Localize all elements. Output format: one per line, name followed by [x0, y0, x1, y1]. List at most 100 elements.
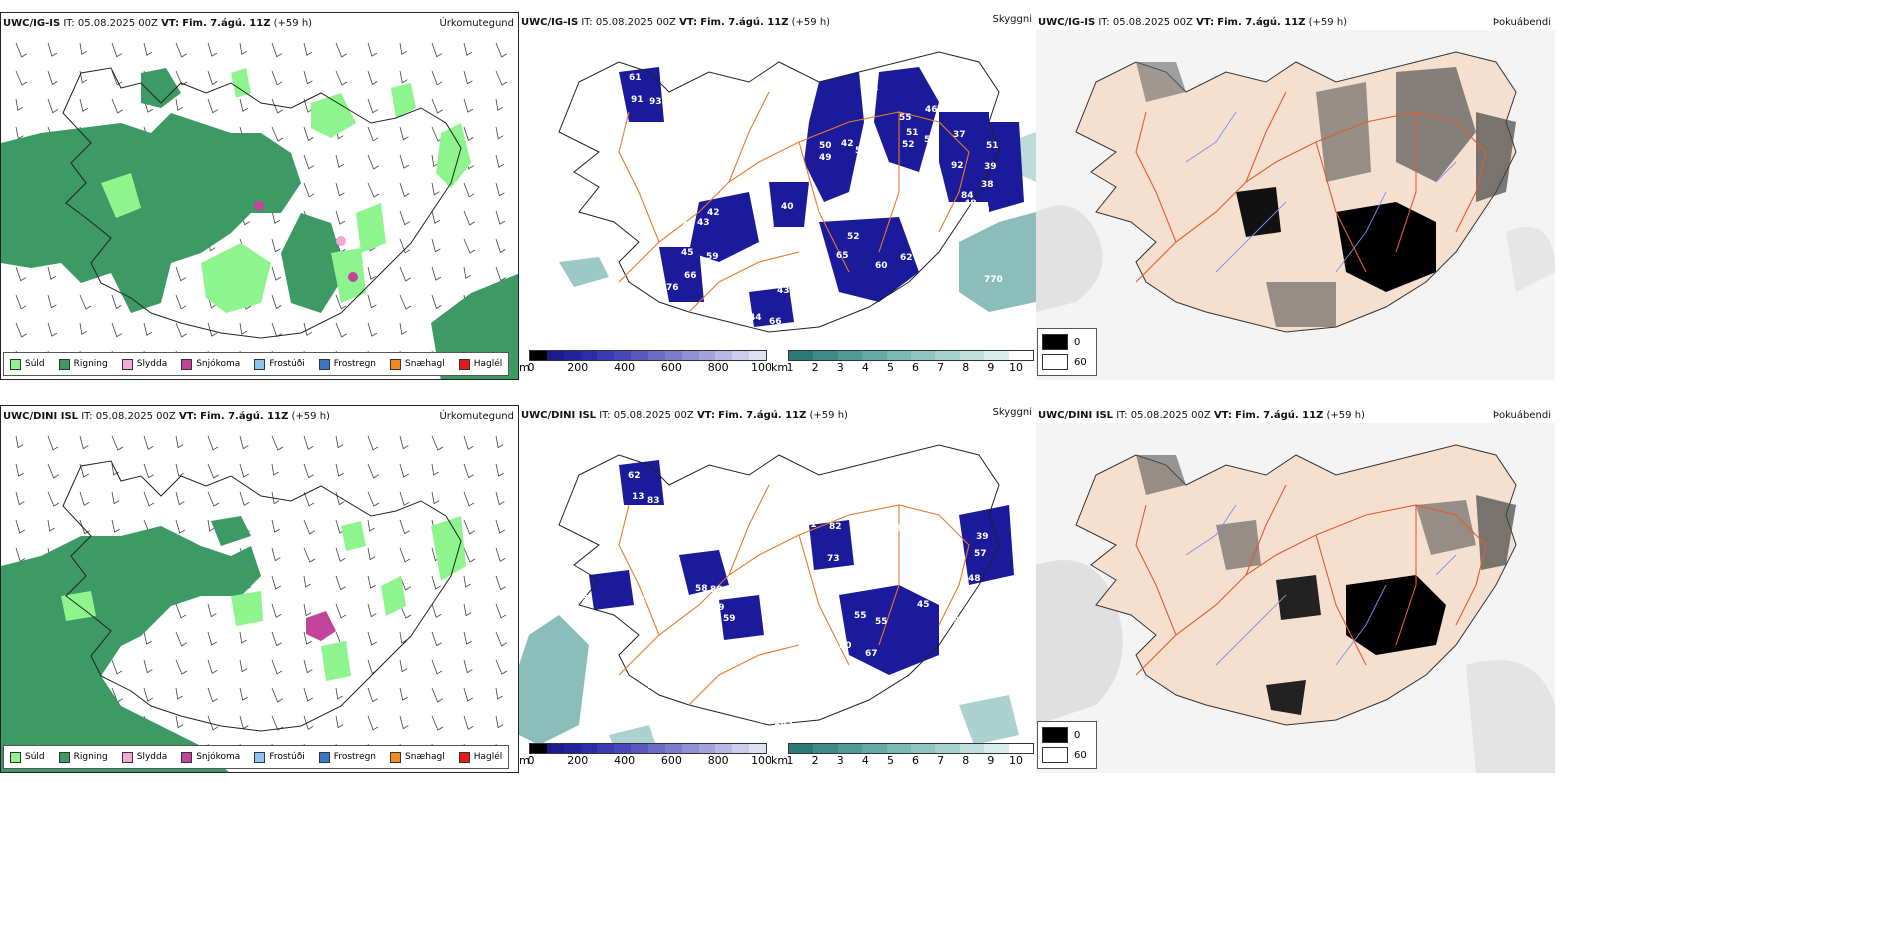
wind-barb [495, 70, 508, 86]
wind-barb [303, 322, 313, 336]
wind-barb [47, 294, 57, 309]
colorbar-tick-label: 200 [567, 754, 589, 767]
wind-barb [111, 519, 120, 533]
wind-barb [15, 322, 27, 338]
wind-barb [495, 519, 506, 534]
wind-barb [47, 266, 57, 280]
cloud-base-value: 49 [648, 510, 661, 520]
cloud-base-value: 55 [875, 617, 888, 627]
wind-barb [303, 435, 314, 450]
wind-barb [207, 435, 219, 451]
wind-barb [15, 266, 27, 282]
wind-barb [271, 687, 283, 703]
cloud-base-value: 80 [864, 95, 877, 105]
panel-header: UWC/DINI ISL IT: 05.08.2025 00Z VT: Fim.… [3, 411, 330, 422]
wind-barb [367, 715, 379, 731]
fog-area [1266, 680, 1306, 715]
cloud-base-value: 45 [917, 600, 930, 610]
wind-barb [335, 715, 344, 729]
wind-barb [303, 154, 315, 170]
rain-area [281, 213, 346, 313]
wind-barb [207, 322, 218, 337]
river-network [1185, 111, 1457, 273]
legend-item: Snæhagl [390, 358, 445, 370]
cloud-base-value: 43 [576, 594, 589, 604]
wind-barb [495, 238, 506, 254]
wind-barb [335, 42, 347, 58]
legend-item: Frostregn [318, 751, 376, 763]
wind-barb [143, 659, 153, 674]
wind-barb [399, 631, 407, 644]
cloud-base-value: 65 [864, 152, 877, 162]
cloud-base-value: 62 [924, 528, 937, 538]
wind-barb [15, 42, 27, 58]
panel-header: UWC/IG-IS IT: 05.08.2025 00Z VT: Fim. 7.… [3, 18, 313, 29]
wind-barb [495, 687, 503, 700]
wind-barb [271, 266, 282, 281]
iceland-outline [62, 67, 462, 339]
wind-barb [303, 547, 316, 563]
wind-barb [335, 322, 347, 338]
cloud-area [659, 247, 704, 302]
wind-barb [143, 322, 153, 336]
wind-barb [175, 603, 187, 619]
wind-barb [111, 491, 120, 505]
wind-barb [207, 603, 217, 618]
wind-barb [431, 210, 441, 224]
cloud-base-value: 69 [712, 603, 725, 613]
cloud-base-value: 30 [760, 716, 773, 726]
colorbar-tick-label: 6 [912, 754, 920, 767]
wind-barb [367, 547, 376, 561]
colorbar-tick-label: 8 [962, 361, 970, 374]
colorbar-visibility-ticks: 1 2 3 4 5 6 7 8 9 10 [787, 754, 1024, 768]
colorbar-tick-label: 2 [811, 754, 819, 767]
colorbar-tick-label: 8 [962, 754, 970, 767]
rain-area [211, 516, 251, 546]
cloud-base-value: 12 [930, 196, 943, 206]
colorbar-tick-label: 800 [707, 754, 729, 767]
wind-barb [271, 294, 282, 310]
road-network [618, 484, 970, 706]
colorbar-height-ticks: 0 200 400 600 800 1000 [528, 754, 780, 768]
snow-area [306, 611, 336, 641]
wind-barb [143, 42, 153, 56]
panel-header: UWC/DINI ISL IT: 05.08.2025 00Z VT: Fim.… [521, 410, 848, 421]
wind-barb [271, 575, 282, 590]
wind-barb [271, 715, 284, 731]
wind-barb [431, 715, 444, 731]
wind-barb [175, 631, 187, 647]
drizzle-area [101, 173, 141, 218]
cloud-base-value: 58 [695, 584, 708, 594]
wind-barb [399, 519, 410, 535]
colorbar-tick-label: 800 [707, 361, 729, 374]
wind-barb [399, 463, 410, 478]
wind-barb [175, 435, 184, 449]
wind-barb [111, 435, 124, 451]
wind-barb [495, 659, 508, 675]
wind-barb [79, 463, 90, 478]
wind-barb [431, 631, 442, 647]
road-network [1135, 484, 1487, 676]
cloud-base-value: 11 [617, 187, 630, 197]
precip-panel-row1: UWC/IG-IS IT: 05.08.2025 00Z VT: Fim. 7.… [0, 12, 519, 380]
wind-barb [431, 182, 440, 196]
wind-barb [79, 70, 88, 84]
panel-header: UWC/IG-IS IT: 05.08.2025 00Z VT: Fim. 7.… [1038, 17, 1348, 28]
wind-barb [271, 435, 284, 451]
cloud-base-value: 61 [815, 283, 828, 293]
cloud-base-value: 80 [710, 585, 723, 595]
cloud-base-value: 83 [647, 496, 660, 506]
cloud-base-value: 62 [628, 471, 641, 481]
drizzle-area [231, 591, 263, 626]
wind-barb [143, 687, 154, 702]
wind-barb [207, 491, 220, 507]
wind-barb [175, 98, 184, 111]
fog-area [1236, 187, 1281, 237]
wind-barb [303, 687, 314, 702]
legend-item: Haglél [458, 751, 502, 763]
cloud-panel-row1: UWC/IG-IS IT: 05.08.2025 00Z VT: Fim. 7.… [519, 12, 1036, 380]
wind-barb [335, 491, 345, 506]
colorbar-tick-label: 4 [861, 754, 869, 767]
cloud-base-value: 73 [827, 554, 840, 564]
cloud-base-value: 61 [629, 73, 642, 83]
